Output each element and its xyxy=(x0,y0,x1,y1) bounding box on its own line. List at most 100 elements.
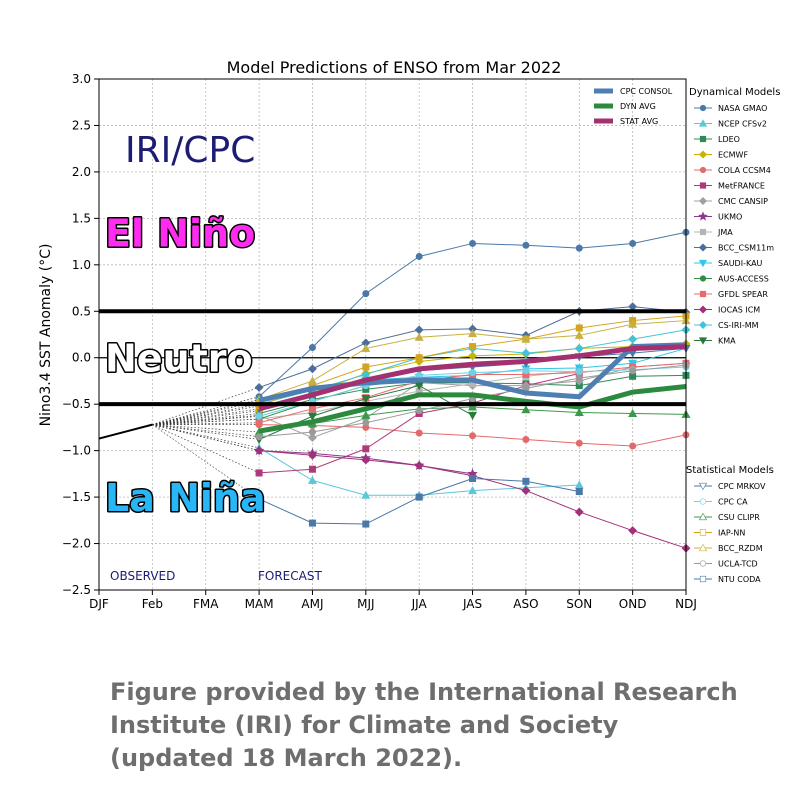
legend-marker xyxy=(699,529,707,536)
x-tick-label: MJJ xyxy=(357,597,374,611)
series-point xyxy=(361,395,371,404)
series-point xyxy=(628,526,638,535)
legend-label: MetFRANCE xyxy=(718,182,765,191)
series-point xyxy=(575,244,583,252)
legend-marker xyxy=(698,243,708,252)
chart-title: Model Predictions of ENSO from Mar 2022 xyxy=(227,58,562,77)
series-point xyxy=(629,442,637,450)
legend-marker xyxy=(699,575,707,583)
legend-label: COLA CCSM4 xyxy=(718,166,771,175)
legend-marker xyxy=(698,196,708,206)
series-point xyxy=(255,433,263,441)
y-tick-label: 0.5 xyxy=(72,304,91,318)
series-point xyxy=(362,445,370,453)
series-point xyxy=(308,433,317,443)
series-point xyxy=(628,408,638,417)
legend-label: CS-IRI-MM xyxy=(718,321,759,330)
series-point xyxy=(575,374,583,382)
series-point xyxy=(415,429,423,437)
series-point xyxy=(628,334,638,344)
legend-marker xyxy=(698,320,708,330)
legend-label: CSU CLIPR xyxy=(718,513,760,522)
region-label: Neutro xyxy=(105,337,253,381)
series-point xyxy=(361,410,371,419)
legend-label: UCLA-TCD xyxy=(718,560,758,569)
series-point xyxy=(415,493,423,501)
series-point xyxy=(574,330,584,339)
series-point xyxy=(629,239,637,247)
legend-label: AUS-ACCESS xyxy=(718,275,769,284)
series-point xyxy=(414,332,424,341)
series-point xyxy=(469,475,477,483)
observed-label: OBSERVED xyxy=(110,569,175,583)
legend-marker xyxy=(698,482,708,491)
series-point xyxy=(468,328,478,338)
series-point xyxy=(362,419,370,427)
series-point xyxy=(521,348,531,358)
legend-marker xyxy=(699,104,707,112)
legend-label: CPC CONSOL xyxy=(620,87,673,96)
legend-marker xyxy=(698,150,708,159)
series-point xyxy=(255,412,263,420)
y-tick-label: 2.5 xyxy=(72,118,91,132)
series-point xyxy=(308,364,317,374)
x-tick-label: SON xyxy=(566,597,592,611)
legend-marker xyxy=(699,498,707,505)
series-point xyxy=(254,383,264,392)
series-point xyxy=(361,343,371,352)
legend-marker xyxy=(698,305,708,314)
average-line xyxy=(258,342,687,403)
legend-title: Dynamical Models xyxy=(689,87,780,98)
legend-marker xyxy=(698,211,708,221)
legend-label: JMA xyxy=(717,228,733,237)
series-point xyxy=(522,241,530,249)
series-point xyxy=(415,252,423,260)
series-point xyxy=(574,507,584,517)
legend-title: Statistical Models xyxy=(686,465,774,476)
series-line xyxy=(258,478,580,525)
enso-chart: Model Predictions of ENSO from Mar 2022 … xyxy=(38,58,780,611)
x-tick-label: JAS xyxy=(462,597,482,611)
series-point xyxy=(521,405,531,414)
legend-marker xyxy=(699,182,707,189)
legend-label: CPC MRKOV xyxy=(718,482,766,491)
plot-frame xyxy=(98,78,687,591)
y-tick-label: −1.5 xyxy=(62,490,91,504)
series-point xyxy=(574,480,584,489)
x-tick-label: ASO xyxy=(513,597,538,611)
x-tick-label: DJF xyxy=(89,597,109,611)
legend-label: IOCAS ICM xyxy=(718,306,760,315)
series-point xyxy=(308,405,316,413)
x-tick-label: MAM xyxy=(245,597,274,611)
legend-label: DYN AVG xyxy=(620,102,656,111)
series-point xyxy=(628,319,638,328)
y-tick-label: −2.5 xyxy=(62,583,91,597)
x-tick-label: NDJ xyxy=(675,597,697,611)
series-point xyxy=(415,407,423,415)
region-labels: El Niño Neutro La Niña xyxy=(104,210,268,522)
series-point xyxy=(414,325,424,335)
legend-label: NCEP CFSv2 xyxy=(718,120,767,129)
region-label: La Niña xyxy=(105,476,266,520)
y-tick-label: −0.5 xyxy=(62,397,91,411)
series-point xyxy=(469,369,477,377)
forecast-connector xyxy=(152,408,260,425)
logo-text: IRI/CPC xyxy=(125,130,255,171)
forecast-connector xyxy=(152,422,260,425)
series-point xyxy=(362,290,370,298)
legend-marker xyxy=(698,337,708,345)
legend-label: GFDL SPEAR xyxy=(718,290,768,299)
series-point xyxy=(469,239,477,247)
series-point xyxy=(308,428,316,436)
y-tick-label: 0.0 xyxy=(72,351,91,365)
x-axis-ticks: DJF Feb FMA MAM AMJ MJJ JJA JAS ASO SON OND NDJ xyxy=(89,590,697,611)
forecast-connector xyxy=(152,424,260,433)
series-point xyxy=(255,419,263,427)
legend-label: NTU CODA xyxy=(718,575,761,584)
x-tick-label: JJA xyxy=(411,597,428,611)
forecast-connector xyxy=(152,418,260,425)
series-point xyxy=(255,469,263,477)
legend-label: BCC_CSM11m xyxy=(718,244,774,253)
x-tick-label: Feb xyxy=(142,597,163,611)
